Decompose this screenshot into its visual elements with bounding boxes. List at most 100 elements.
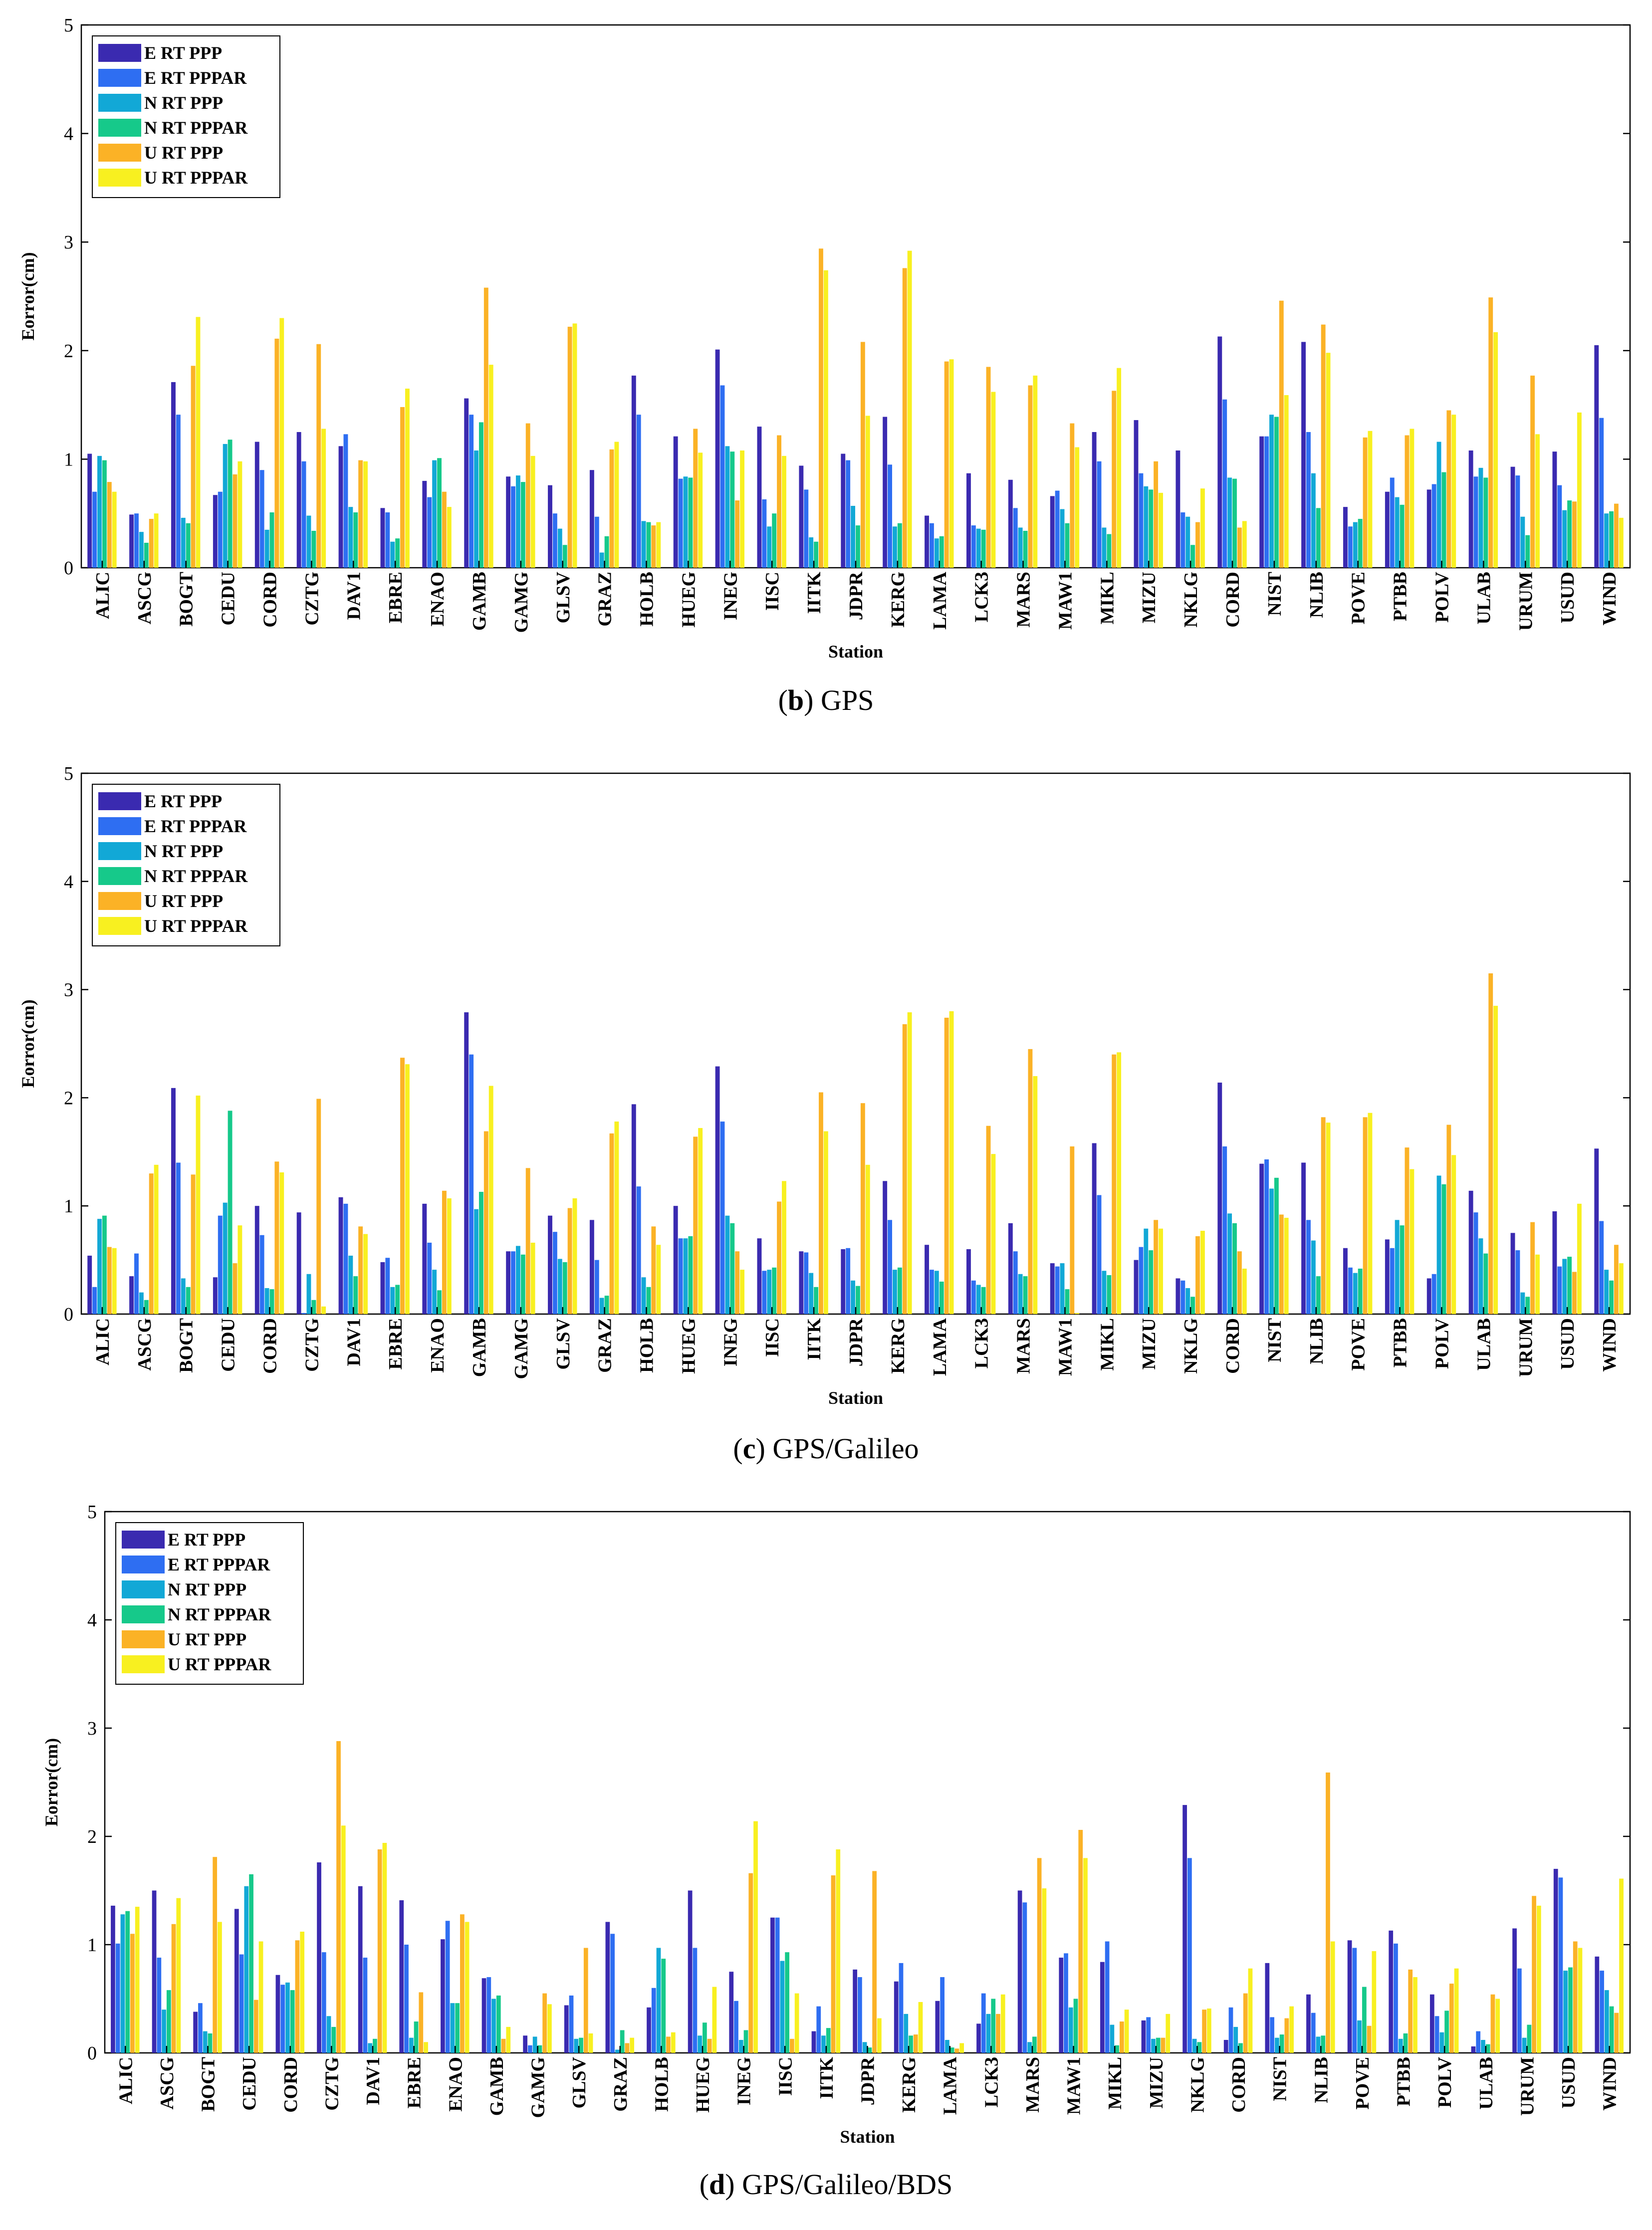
x-tick-label-gamb: GAMB <box>486 2057 507 2116</box>
bar-u-rt-pppar-cedu <box>258 1941 263 2053</box>
bar-e-rt-pppar-maw1 <box>1055 490 1060 568</box>
bar-u-rt-ppp-mizu <box>1154 461 1159 568</box>
bar-u-rt-pppar-mars <box>1033 1076 1038 1314</box>
bar-n-rt-pppar-cedu <box>228 440 233 568</box>
bar-e-rt-ppp-enao <box>441 1939 445 2053</box>
bar-n-rt-ppp-kerg <box>892 1270 897 1314</box>
bar-e-rt-ppp-usud <box>1552 451 1557 568</box>
y-tick-label: 3 <box>64 232 73 253</box>
bar-e-rt-ppp-gamg <box>506 476 511 568</box>
bar-e-rt-pppar-ptbb <box>1394 1943 1398 2053</box>
bar-e-rt-pppar-nlib <box>1306 1220 1311 1314</box>
bar-n-rt-pppar-nklg <box>1190 545 1195 568</box>
x-tick-label-cord: CORD <box>1222 1318 1243 1374</box>
bar-e-rt-pppar-mars <box>1013 1251 1018 1314</box>
bar-e-rt-ppp-wind <box>1594 345 1599 568</box>
bar-n-rt-pppar-alic <box>102 460 107 568</box>
bar-n-rt-pppar-ineg <box>743 2030 748 2053</box>
bar-n-rt-pppar-nlib <box>1316 508 1321 568</box>
bar-n-rt-ppp-iisc <box>767 526 772 568</box>
bar-e-rt-ppp-ulab <box>1468 1190 1473 1314</box>
bar-n-rt-ppp-polv <box>1439 2032 1444 2053</box>
bar-e-rt-ppp-polv <box>1429 1994 1434 2053</box>
bar-e-rt-pppar-polv <box>1431 1274 1436 1314</box>
chart-b-gps: 0 1 2 3 4 5 Eorror(cm) ALIC ASCG BOGT CEDU CORD CZTG… <box>18 15 1631 662</box>
bar-e-rt-pppar-iitk <box>804 1252 809 1314</box>
x-tick-label-jdpr: JDPR <box>858 2056 879 2105</box>
x-tick-label-ebre: EBRE <box>404 2057 425 2108</box>
bar-u-rt-ppp-maw1 <box>1078 1829 1083 2053</box>
bar-n-rt-ppp-wind <box>1604 513 1609 568</box>
bar-n-rt-ppp-glsv <box>557 1259 562 1314</box>
bar-n-rt-pppar-bogt <box>208 2033 213 2053</box>
x-tick-label-lama: LAMA <box>930 571 950 630</box>
bar-u-rt-pppar-pove <box>1372 1951 1377 2053</box>
bar-e-rt-pppar-usud <box>1558 1877 1563 2053</box>
legend-label-e-rt-ppp: E RT PPP <box>144 43 222 63</box>
bar-u-rt-ppp-cedu <box>233 474 237 568</box>
x-tick-label-urum: URUM <box>1515 572 1536 631</box>
bar-e-rt-pppar-nklg <box>1180 512 1185 568</box>
bar-u-rt-pppar-gamg <box>530 1242 535 1314</box>
bar-e-rt-ppp-graz <box>605 1922 610 2053</box>
bar-n-rt-ppp-gamb <box>491 1999 496 2053</box>
bar-e-rt-pppar-dav1 <box>343 434 348 568</box>
bar-n-rt-pppar-graz <box>620 2030 625 2053</box>
bar-e-rt-pppar-ebre <box>404 1945 409 2053</box>
bar-e-rt-ppp-bogt <box>171 382 176 568</box>
bar-n-rt-ppp-alic <box>120 1914 125 2053</box>
bar-e-rt-ppp-gamg <box>523 2035 528 2053</box>
x-axis-label: Station <box>828 642 883 662</box>
bar-u-rt-ppp-ineg <box>748 1873 753 2053</box>
bar-u-rt-ppp-hueg <box>707 2038 712 2053</box>
bar-u-rt-ppp-nlib <box>1321 324 1326 568</box>
bar-n-rt-ppp-nlib <box>1311 1240 1316 1314</box>
bar-u-rt-pppar-lck3 <box>1000 1994 1005 2053</box>
bar-n-rt-ppp-lama <box>944 2039 949 2053</box>
bar-n-rt-pppar-glsv <box>562 1262 567 1314</box>
bar-e-rt-ppp-bogt <box>171 1088 176 1314</box>
bar-u-rt-pppar-jdpr <box>865 416 870 568</box>
x-tick-label-iisc: IISC <box>762 572 783 611</box>
bar-n-rt-pppar-ptbb <box>1400 1225 1405 1314</box>
y-axis-label: Eorror(cm) <box>18 252 38 340</box>
bar-n-rt-ppp-nlib <box>1311 473 1316 568</box>
bar-e-rt-ppp-dav1 <box>338 1197 343 1314</box>
bar-u-rt-ppp-hueg <box>693 1136 698 1314</box>
bar-u-rt-pppar-iisc <box>782 455 786 568</box>
bar-e-rt-pppar-wind <box>1600 1971 1604 2053</box>
bar-n-rt-pppar-cztg <box>311 531 316 568</box>
bar-n-rt-ppp-wind <box>1604 1270 1609 1314</box>
bar-e-rt-ppp-ptbb <box>1385 491 1390 568</box>
bar-n-rt-pppar-ulab <box>1483 477 1488 568</box>
bar-n-rt-ppp-holb <box>656 1948 661 2053</box>
legend-swatch-e-rt-pppar <box>98 69 141 87</box>
bar-e-rt-pppar-enao <box>427 497 432 568</box>
bar-n-rt-ppp-ptbb <box>1395 1220 1400 1314</box>
legend-label-e-rt-pppar: E RT PPPAR <box>144 816 247 836</box>
bar-u-rt-pppar-dav1 <box>382 1843 387 2053</box>
bar-e-rt-pppar-kerg <box>888 1220 892 1314</box>
x-tick-label-graz: GRAZ <box>595 1318 616 1373</box>
bar-e-rt-ppp-mikl <box>1100 1962 1105 2053</box>
bar-n-rt-ppp-lama <box>934 1271 939 1314</box>
bar-u-rt-pppar-wind <box>1619 1263 1624 1314</box>
bar-e-rt-ppp-cztg <box>317 1862 321 2053</box>
x-tick-label-lama: LAMA <box>930 1318 950 1376</box>
x-tick-label-mars: MARS <box>1022 2057 1043 2113</box>
bar-n-rt-ppp-ulab <box>1478 1238 1483 1314</box>
bar-u-rt-ppp-iisc <box>777 435 782 568</box>
bar-u-rt-pppar-hueg <box>698 1128 703 1314</box>
bar-e-rt-pppar-nlib <box>1311 2012 1316 2053</box>
bar-e-rt-pppar-mars <box>1022 1902 1027 2053</box>
bar-e-rt-ppp-lck3 <box>966 1249 971 1314</box>
x-tick-label-nklg: NKLG <box>1187 2057 1208 2113</box>
bar-u-rt-ppp-nklg <box>1202 2009 1206 2053</box>
bar-e-rt-ppp-ulab <box>1471 2046 1476 2053</box>
x-tick-label-enao: ENAO <box>445 2057 466 2112</box>
bar-e-rt-ppp-ulab <box>1468 450 1473 568</box>
bar-u-rt-pppar-nist <box>1284 395 1289 568</box>
bar-e-rt-pppar-bogt <box>176 1162 181 1314</box>
bar-n-rt-pppar-gamg <box>537 2045 542 2053</box>
